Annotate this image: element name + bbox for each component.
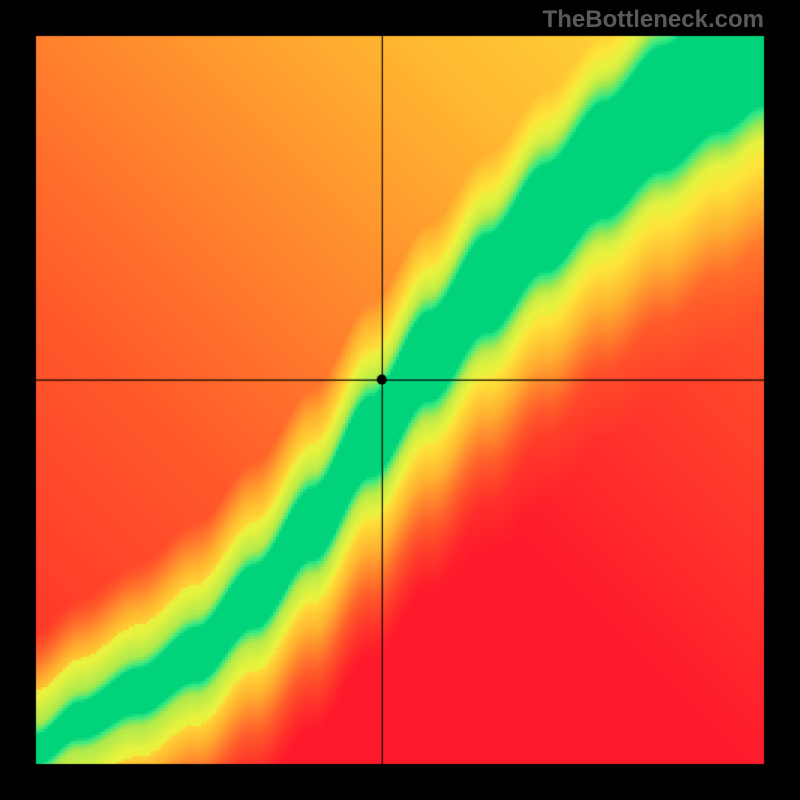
chart-container: TheBottleneck.com: [0, 0, 800, 800]
crosshair-overlay: [0, 0, 800, 800]
watermark-text: TheBottleneck.com: [543, 6, 764, 34]
